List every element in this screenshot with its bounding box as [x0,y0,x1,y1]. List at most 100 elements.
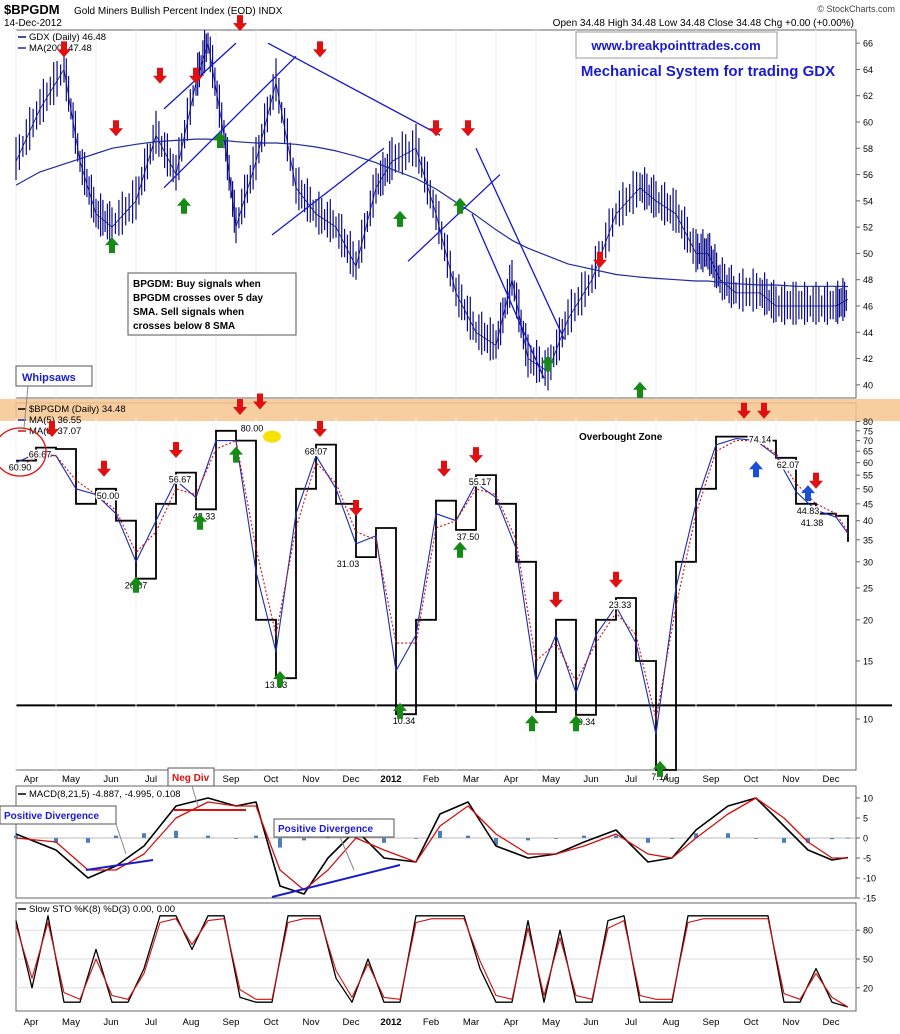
bpgdm-point-label-7: 13.33 [265,680,288,690]
bpgdm-point-label-11: 37.50 [457,532,480,542]
sto-x-label-1: May [62,1017,80,1028]
sto-y-tick-label-1: 50 [863,955,873,965]
sto-y-tick-label-0: 20 [863,983,873,993]
trendline-2 [271,147,385,236]
trendline-1 [163,55,297,189]
macd-hist-16 [466,835,470,838]
positive-divergence-callout-2: Positive Divergence [271,818,401,898]
price-y-tick-label-13: 66 [863,39,873,49]
macd-hist-2 [86,838,90,843]
sto-d-line [15,918,849,1008]
price-y-tick-label-8: 56 [863,170,873,180]
sto-x-label-0: Apr [24,1017,39,1028]
price-signal-sell-7 [233,15,247,32]
macd-hist-22 [646,838,650,843]
neg-div-label: Neg Div [172,773,210,784]
price-signal-buy-13 [541,355,555,372]
macd-y-tick-label-0: -15 [863,894,876,904]
sto-x-label-15: Jul [625,1017,637,1028]
bpgdm-x-label-1: May [62,774,80,785]
bpgdm-signal-sell-20 [737,402,751,419]
price-signal-sell-0 [57,41,71,58]
macd-hist-27 [782,838,786,843]
stochastic-panel: 20 50 80 Slow STO %K(8) %D(3) 0.00, 0.00 [15,902,873,1012]
neg-div-callout: Neg Div [167,767,246,811]
bpgdm-step-line [16,429,849,771]
bpgdm-signal-sell-16 [549,591,563,608]
macd-hist-10 [302,838,306,841]
bpgdm-signal-buy-11 [393,702,407,719]
bpgdm-signal-sell-24 [809,472,823,489]
symbol-title: $BPGDM [4,2,60,17]
price-y-tick-label-3: 46 [863,302,873,312]
x-axes: Apr May Jun Jul Aug Sep Oct Nov Dec 2012 Feb Mar Apr… [24,774,840,1028]
macd-y-tick-label-1: -10 [863,874,876,884]
bpgdm-point-label-15: 7.14 [651,772,669,782]
highlight-marker [263,430,281,443]
price-y-tick-label-0: 40 [863,380,873,390]
trendline-0 [267,42,441,136]
macd-hist-21 [614,835,618,838]
price-signal-sell-10 [429,120,443,137]
sto-x-label-19: Nov [783,1017,800,1028]
bpgdm-signal-buy-4 [193,513,207,530]
sto-x-label-13: May [542,1017,560,1028]
bpgdm-x-label-8: Dec [343,774,360,785]
macd-hist-25 [726,833,730,838]
price-y-tick-label-11: 62 [863,91,873,101]
bpgdm-signal-buy-19 [653,760,667,777]
ma5-line [15,438,849,735]
price-y-tick-label-1: 42 [863,354,873,364]
website-link[interactable]: www.breakpointtrades.com [590,38,760,53]
price-signal-buy-1 [105,237,119,254]
price-y-tick-label-6: 52 [863,223,873,233]
bpgdm-point-label-1: 66.67 [29,450,52,460]
macd-hist-8 [254,835,258,838]
symbol-description: Gold Miners Bullish Percent Index (EOD) … [74,6,283,17]
bpgdm-y-tick-label-11: 65 [863,447,873,457]
bpgdm-x-label-18: Oct [744,774,759,785]
sto-x-label-20: Dec [823,1017,840,1028]
macd-hist-7 [234,838,238,839]
bpgdm-x-label-16: Aug [663,774,680,785]
macd-hist-3 [114,835,118,838]
bpgdm-point-label-6: 80.00 [241,424,264,434]
ohlc-readout: Open 34.48 High 34.48 Low 34.48 Close 34… [553,18,854,29]
macd-hist-29 [830,838,834,840]
price-panel: 40 42 44 46 48 50 52 54 56 58 60 62 64 66 GDX (Daily) … [15,15,873,399]
macd-hist-4 [142,833,146,838]
bpgdm-signal-sell-12 [437,460,451,477]
bpgdm-y-tick-label-3: 25 [863,583,873,593]
bpgdm-signal-sell-6 [233,399,247,415]
whipsaw-circle [0,427,47,477]
price-signal-buy-9 [393,210,407,227]
price-y-tick-label-2: 44 [863,328,873,338]
sto-x-label-18: Oct [744,1017,759,1028]
price-signal-sell-12 [461,120,475,137]
bpgdm-point-label-12: 55.17 [469,477,492,487]
macd-legend-entry-0: MACD(8,21,5) -4.887, -4.995, 0.108 [29,789,181,800]
divergence-line-1 [85,859,154,871]
macd-y-tick-label-3: 0 [863,834,868,844]
bpgdm-signal-sell-9 [313,421,327,437]
bpgdm-y-tick-label-0: 10 [863,714,873,724]
gdx-close-line [15,42,849,373]
macd-y-tick-label-5: 10 [863,794,873,804]
rule-line-3: SMA. Sell signals when [133,307,244,318]
sto-k-line [15,915,849,1008]
sto-y-tick-label-2: 80 [863,926,873,936]
sto-x-label-7: Nov [303,1017,320,1028]
bpgdm-signal-buy-5 [229,446,243,463]
price-y-tick-label-10: 60 [863,118,873,128]
macd-hist-9 [278,838,282,848]
website-box[interactable]: www.breakpointtrades.com [575,31,778,59]
macd-hist-18 [526,838,530,841]
bpgdm-x-label-0: Apr [24,774,39,785]
macd-hist-6 [206,835,210,838]
bpgdm-signal-sell-3 [169,442,183,458]
macd-y-tick-label-4: 5 [863,814,868,824]
macd-signal-line [15,797,848,891]
bpgdm-y-tick-label-10: 60 [863,458,873,468]
bpgdm-y-tick-label-2: 20 [863,615,873,625]
